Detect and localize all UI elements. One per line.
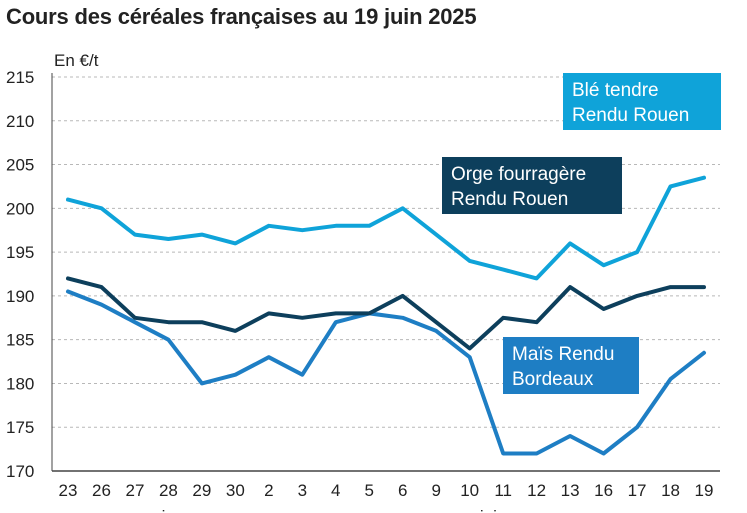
x-tick-label: 11 [494,481,512,500]
x-tick-label: 27 [125,481,144,500]
x-tick-label: 4 [331,481,340,500]
y-tick-label: 215 [6,68,34,87]
series-label-1: Orge fourragère Rendu Rouen [442,157,622,214]
x-tick-label: 29 [192,481,211,500]
x-tick-label: 23 [59,481,78,500]
y-tick-label: 210 [6,112,34,131]
y-axis-ticks: 170 175 180 185 190 195 200 205 210 215 [6,68,34,481]
series-label-text: Bordeaux [512,369,594,390]
x-axis-month-labels: mai juin [138,507,506,513]
y-tick-label: 185 [6,331,34,350]
y-axis-unit-label: En €/t [54,51,99,70]
series-label-0: Blé tendre Rendu Rouen [563,73,721,130]
x-axis-ticks: 23 26 27 28 29 30 2 3 4 5 6 9 10 11 12 13 16 17 18 19 [59,481,714,500]
series-line-0 [66,175,706,281]
x-tick-label: 3 [298,481,307,500]
series-label-text: Maïs Rendu [512,344,614,365]
series-labels: Blé tendre Rendu Rouen Orge fourragère Rend… [442,73,721,394]
y-tick-label: 195 [6,243,34,262]
series-label-text: Blé tendre [572,80,659,101]
y-tick-label: 200 [6,199,34,218]
x-tick-label: 28 [159,481,178,500]
x-tick-label: 2 [264,481,273,500]
series-label-text: Orge fourragère [451,164,586,185]
x-tick-label: 18 [661,481,680,500]
x-tick-label: 17 [628,481,647,500]
x-tick-label: 26 [92,481,111,500]
month-label-mai: mai [138,507,165,513]
series-label-2: Maïs Rendu Bordeaux [503,337,639,394]
series-line-2 [66,289,706,456]
chart-title: Cours des céréales françaises au 19 juin… [6,4,477,29]
x-tick-label: 10 [460,481,479,500]
series-label-box [503,337,639,394]
gridlines [51,73,720,472]
x-tick-label: 9 [431,481,440,500]
x-tick-label: 16 [594,481,613,500]
x-tick-label: 5 [365,481,374,500]
series-label-text: Rendu Rouen [451,189,568,210]
y-tick-label: 175 [6,418,34,437]
x-tick-label: 30 [226,481,245,500]
y-tick-label: 180 [6,374,34,393]
y-tick-label: 205 [6,156,34,175]
y-tick-label: 170 [6,462,34,481]
series-label-text: Rendu Rouen [572,105,689,126]
y-tick-label: 190 [6,287,34,306]
month-label-juin: juin [479,507,506,513]
x-tick-label: 13 [561,481,580,500]
x-tick-label: 12 [527,481,546,500]
x-tick-label: 19 [695,481,714,500]
series-label-box [442,157,622,214]
series-lines [66,175,706,456]
series-label-box [563,73,721,130]
series-line-1 [66,276,706,351]
x-tick-label: 6 [398,481,407,500]
